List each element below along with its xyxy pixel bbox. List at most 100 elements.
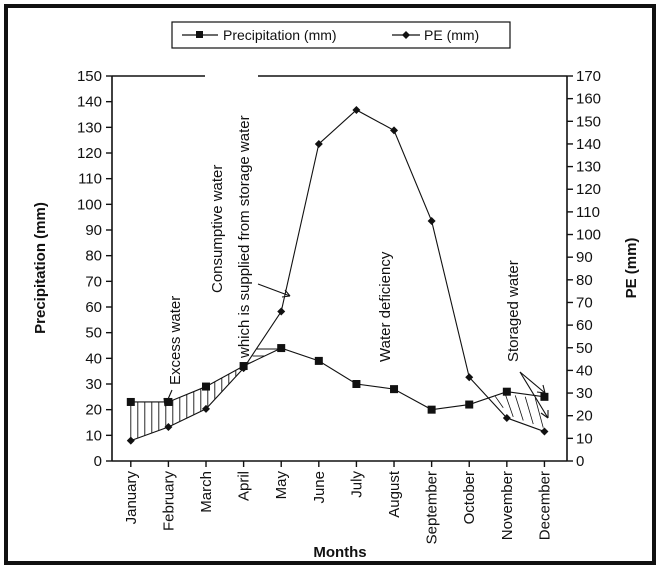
- right-tick-label: 30: [576, 385, 593, 402]
- arrow-excess-water: [164, 389, 173, 407]
- left-tick-label: 0: [94, 453, 102, 470]
- pe-point: [202, 404, 211, 413]
- precipitation-point: [427, 405, 436, 414]
- right-tick-label: 0: [576, 453, 584, 470]
- legend-precip-marker: [196, 31, 203, 38]
- x-tick-label: March: [198, 471, 215, 513]
- pe-point: [126, 436, 135, 445]
- x-axis-title: Months: [313, 544, 366, 561]
- storage-hatch: [504, 393, 514, 417]
- right-tick-label: 20: [576, 408, 593, 425]
- arrow-storaged-water-2-head: [540, 410, 549, 419]
- right-tick-label: 170: [576, 68, 601, 85]
- storage-hatch: [494, 396, 504, 408]
- storage-hatch: [524, 396, 534, 425]
- left-tick-label: 50: [85, 325, 102, 342]
- pe-point: [164, 423, 173, 432]
- left-tick-label: 120: [77, 145, 102, 162]
- y-axis-left-title: Precipitation (mm): [32, 202, 49, 334]
- right-tick-label: 110: [576, 204, 600, 221]
- pe-point: [352, 105, 361, 114]
- left-tick-label: 60: [85, 299, 102, 316]
- right-tick-label: 130: [576, 159, 601, 176]
- annotation-storaged-water: Storaged water: [505, 260, 522, 362]
- left-tick-label: 140: [77, 94, 102, 111]
- legend-pe-label: PE (mm): [424, 27, 479, 43]
- precipitation-point: [202, 382, 211, 391]
- x-tick-label: November: [499, 471, 516, 540]
- right-tick-label: 160: [576, 91, 601, 108]
- x-tick-label: February: [160, 471, 177, 532]
- x-tick-label: September: [424, 471, 441, 544]
- x-tick-label: July: [348, 471, 365, 498]
- arrow-storaged-water-1-head: [536, 384, 546, 394]
- precipitation-point: [277, 344, 286, 353]
- right-tick-label: 140: [576, 136, 601, 153]
- precipitation-point: [465, 400, 474, 409]
- hatch-layer: [130, 348, 544, 441]
- storage-hatch: [534, 398, 544, 428]
- x-tick-label: January: [123, 471, 140, 525]
- right-tick-label: 70: [576, 294, 593, 311]
- precipitation-point: [390, 385, 399, 394]
- pe-point: [465, 373, 474, 382]
- right-tick-label: 40: [576, 362, 593, 379]
- outer-border: [4, 4, 656, 565]
- precipitation-point: [502, 387, 511, 396]
- storage-hatch: [514, 395, 524, 421]
- left-tick-label: 80: [85, 248, 102, 265]
- x-tick-label: April: [236, 471, 253, 501]
- right-tick-label: 50: [576, 340, 593, 357]
- right-tick-label: 60: [576, 317, 593, 334]
- pe-point: [390, 126, 399, 135]
- left-tick-label: 70: [85, 273, 102, 290]
- pe-point: [239, 364, 248, 373]
- pe-point: [314, 139, 323, 148]
- right-tick-label: 100: [576, 227, 601, 244]
- legend: Precipitation (mm) PE (mm): [171, 21, 511, 49]
- legend-precip-label: Precipitation (mm): [223, 27, 337, 43]
- arrow-consumptive-water: [257, 283, 291, 297]
- x-tick-label: August: [386, 470, 403, 518]
- right-tick-label: 10: [576, 430, 593, 447]
- y-axis-right-title: PE (mm): [623, 238, 640, 299]
- annotation-arrows: [163, 283, 549, 419]
- pe-point: [502, 413, 511, 422]
- right-tick-label: 90: [576, 249, 593, 266]
- left-tick-label: 90: [85, 222, 102, 239]
- left-tick-label: 30: [85, 376, 102, 393]
- left-tick-label: 100: [77, 196, 102, 213]
- ticks-layer: 0 10 20 30 40 50 60 70 80 90 100 110 120 130 140 150 0 10…: [77, 68, 601, 544]
- annotation-water-deficiency: Water deficiency: [377, 251, 394, 362]
- annotation-supplied-from-storage: which is supplied from storage water: [236, 115, 253, 359]
- right-tick-label: 120: [576, 181, 601, 198]
- arrow-storaged-water-2: [519, 371, 549, 419]
- pe-point: [277, 307, 286, 316]
- left-tick-label: 20: [85, 402, 102, 419]
- precipitation-point: [540, 392, 549, 401]
- x-tick-label: June: [311, 471, 328, 504]
- arrow-excess-water-head: [163, 397, 171, 407]
- arrow-storaged-water-1: [519, 371, 546, 394]
- left-tick-label: 130: [77, 119, 102, 136]
- pe-line: [130, 109, 545, 442]
- right-tick-label: 150: [576, 113, 601, 130]
- precipitation-line: [130, 347, 545, 411]
- annotation-consumptive-water: Consumptive water: [209, 165, 226, 293]
- annotation-excess-water: Excess water: [167, 296, 184, 385]
- left-tick-label: 110: [78, 171, 102, 188]
- precipitation-point: [352, 380, 361, 388]
- left-tick-label: 10: [85, 427, 102, 444]
- precipitation-point: [126, 397, 135, 406]
- pe-point: [540, 427, 549, 436]
- arrow-consumptive-water-head: [281, 289, 291, 298]
- precipitation-point: [314, 356, 323, 365]
- x-tick-label: December: [536, 471, 553, 540]
- right-tick-label: 80: [576, 272, 593, 289]
- left-tick-label: 40: [85, 350, 102, 367]
- legend-pe-marker: [402, 31, 410, 39]
- series-layer: [126, 105, 549, 445]
- legend-box: [171, 21, 511, 49]
